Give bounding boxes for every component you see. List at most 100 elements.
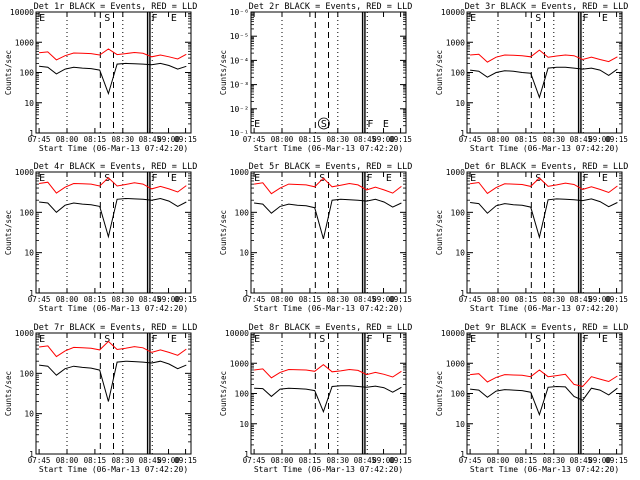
xtick-label: 08:15: [515, 135, 538, 144]
xtick-label: 07:45: [243, 295, 266, 304]
xtick-label: 08:45: [354, 456, 377, 465]
xtick-label: 08:00: [487, 135, 510, 144]
ylabel: Counts/sec: [4, 371, 13, 416]
phase-marker: F: [367, 334, 373, 345]
lld-series-line: [254, 177, 402, 195]
phase-marker: E: [39, 334, 45, 345]
ytick-label: 1: [244, 450, 249, 459]
xtick-label: 08:15: [84, 135, 107, 144]
phase-marker: E: [383, 119, 389, 130]
ytick-label: 1: [29, 450, 34, 459]
xtick-label: 08:30: [543, 456, 566, 465]
phase-marker: F: [152, 173, 158, 184]
xtick-label: 08:15: [84, 456, 107, 465]
ytick-label: 1000: [446, 38, 465, 47]
phase-marker: E: [470, 173, 476, 184]
ytick-label: 10⁻⁵: [230, 32, 249, 41]
ytick-label: 10: [239, 420, 249, 429]
xtick-label: 08:15: [299, 295, 322, 304]
ytick-label: 10000: [10, 8, 34, 17]
ytick-label: 100: [451, 208, 466, 217]
phase-marker: S: [104, 334, 110, 345]
phase-marker: E: [254, 334, 260, 345]
xtick-label: 08:45: [139, 456, 162, 465]
ytick-label: 10: [239, 249, 249, 258]
lld-series-line: [254, 363, 402, 379]
phase-marker: F: [583, 13, 589, 24]
phase-marker: E: [602, 334, 608, 345]
panel-7: Det 7r BLACK = Events, RED = LLD 1 10 100 10…: [4, 323, 197, 474]
xtick-label: 08:00: [487, 456, 510, 465]
panel-3: Det 3r BLACK = Events, RED = LLD 1 10 100 10…: [435, 2, 628, 153]
ytick-label: 10⁻⁴: [230, 56, 249, 65]
xtick-label: 08:15: [299, 456, 322, 465]
xtick-label: 07:45: [459, 456, 482, 465]
panel-6: Det 6r BLACK = Events, RED = LLD 1 10 100 10…: [435, 162, 628, 313]
phase-marker: E: [171, 13, 177, 24]
ytick-label: 1000: [230, 168, 249, 177]
ytick-label: 1000: [15, 38, 34, 47]
ytick-label: 1000: [15, 168, 34, 177]
xtick-label: 09:00: [588, 456, 611, 465]
phase-marker: S: [321, 119, 327, 130]
ytick-label: 10: [24, 99, 34, 108]
phase-marker: F: [583, 334, 589, 345]
xtick-label: 08:15: [515, 295, 538, 304]
phase-marker: E: [254, 119, 260, 130]
events-series-line: [470, 198, 618, 240]
xtick-label: 08:30: [112, 456, 135, 465]
ytick-label: 100: [451, 69, 466, 78]
panel-title: Det 1r BLACK = Events, RED = LLD: [34, 2, 198, 12]
ytick-label: 10: [455, 420, 465, 429]
ytick-label: 1000: [446, 359, 465, 368]
xtick-label: 09:15: [389, 456, 412, 465]
panel-title: Det 2r BLACK = Events, RED = LLD: [249, 2, 413, 12]
xlabel: Start Time (06-Mar-13 07:42:20): [254, 304, 403, 313]
xtick-label: 09:00: [372, 135, 395, 144]
xlabel: Start Time (06-Mar-13 07:42:20): [254, 144, 403, 153]
ytick-label: 1000: [446, 168, 465, 177]
events-series-line: [470, 385, 618, 417]
phase-marker: E: [39, 173, 45, 184]
xtick-label: 09:00: [157, 456, 180, 465]
panel-title: Det 7r BLACK = Events, RED = LLD: [34, 323, 198, 333]
xtick-label: 08:45: [139, 135, 162, 144]
xtick-label: 07:45: [459, 295, 482, 304]
panel-9: Det 9r BLACK = Events, RED = LLD 1 10 100 10…: [435, 323, 628, 474]
phase-marker: E: [254, 173, 260, 184]
ytick-label: 100: [451, 390, 466, 399]
xtick-label: 08:45: [354, 295, 377, 304]
xtick-label: 08:00: [56, 135, 79, 144]
ylabel: Counts/sec: [435, 371, 444, 416]
ytick-label: 10: [24, 410, 34, 419]
phase-marker: F: [152, 13, 158, 24]
xtick-label: 09:15: [174, 456, 197, 465]
phase-marker: S: [319, 173, 325, 184]
ytick-label: 10000: [225, 329, 249, 338]
ytick-label: 100: [20, 69, 35, 78]
ytick-label: 100: [20, 208, 35, 217]
ytick-label: 1: [460, 129, 465, 138]
events-series-line: [39, 197, 187, 239]
xtick-label: 08:00: [271, 135, 294, 144]
ytick-label: 10000: [441, 329, 465, 338]
phase-marker: E: [470, 334, 476, 345]
xtick-label: 08:30: [112, 295, 135, 304]
xtick-label: 09:15: [174, 135, 197, 144]
xtick-label: 09:15: [605, 295, 628, 304]
xtick-label: 09:15: [174, 295, 197, 304]
ytick-label: 1: [244, 289, 249, 298]
ytick-label: 1000: [230, 359, 249, 368]
phase-marker: E: [470, 13, 476, 24]
ylabel: Counts/sec: [219, 210, 228, 255]
lld-series-line: [470, 49, 618, 63]
panel-title: Det 4r BLACK = Events, RED = LLD: [34, 162, 198, 172]
xlabel: Start Time (06-Mar-13 07:42:20): [470, 144, 619, 153]
xlabel: Start Time (06-Mar-13 07:42:20): [39, 304, 188, 313]
lld-series-line: [39, 48, 187, 61]
xtick-label: 09:00: [588, 295, 611, 304]
ytick-label: 10: [455, 99, 465, 108]
xtick-label: 08:45: [570, 295, 593, 304]
marker-circle: [317, 117, 330, 130]
